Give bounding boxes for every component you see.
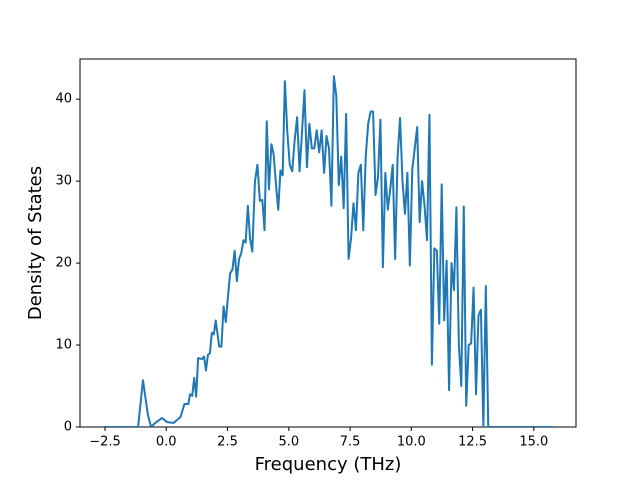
dos-line <box>103 75 554 427</box>
x-tick-label: 10.0 <box>397 435 426 450</box>
axes-frame <box>79 58 577 428</box>
y-tick-label: 40 <box>55 92 72 107</box>
x-tick-label: 15.0 <box>519 435 548 450</box>
y-tick-label: 30 <box>55 174 72 189</box>
x-axis-label: Frequency (THz) <box>255 454 402 475</box>
x-tick-label: −2.5 <box>89 435 121 450</box>
y-tick-label: 20 <box>55 256 72 271</box>
y-tick-label: 0 <box>64 420 72 435</box>
x-tick-label: 12.5 <box>458 435 487 450</box>
y-axis-label: Density of States <box>25 166 46 320</box>
x-tick-label: 0.0 <box>156 435 177 450</box>
y-tick-label: 10 <box>55 338 72 353</box>
x-tick-label: 2.5 <box>217 435 238 450</box>
x-tick-label: 5.0 <box>278 435 299 450</box>
x-tick-label: 7.5 <box>340 435 361 450</box>
